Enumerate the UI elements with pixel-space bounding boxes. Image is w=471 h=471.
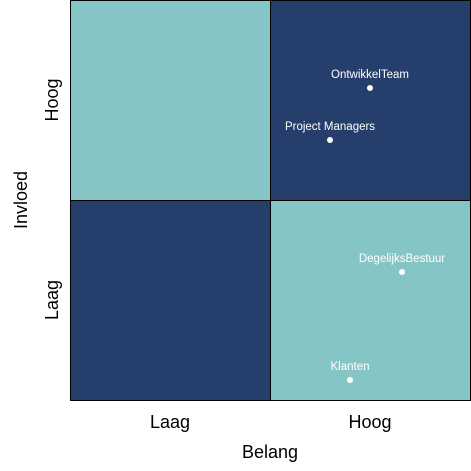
data-point xyxy=(399,269,405,275)
x-tick-label-high: Hoog xyxy=(348,412,391,432)
x-axis-title: Belang xyxy=(242,442,298,462)
point-label: DegelijksBestuur xyxy=(359,253,445,265)
quadrant-hoog-invloed-hoog-belang xyxy=(270,0,470,200)
y-axis-title: Invloed xyxy=(11,171,31,229)
point-label: Klanten xyxy=(330,361,369,373)
y-tick-label-low: Laag xyxy=(42,280,62,320)
x-tick-label-low: Laag xyxy=(150,412,190,432)
data-point xyxy=(367,85,373,91)
y-tick-label-high: Hoog xyxy=(42,78,62,121)
point-label: OntwikkelTeam xyxy=(331,69,409,81)
points-layer: OntwikkelTeam Project Managers DegelijksBe… xyxy=(285,69,445,383)
point-label: Project Managers xyxy=(285,121,375,133)
quadrant-layer xyxy=(70,0,470,400)
data-point xyxy=(347,377,353,383)
quadrant-laag-invloed-hoog-belang xyxy=(270,200,470,400)
data-point xyxy=(327,137,333,143)
quadrant-laag-invloed-laag-belang xyxy=(70,200,270,400)
quadrant-hoog-invloed-laag-belang xyxy=(70,0,270,200)
